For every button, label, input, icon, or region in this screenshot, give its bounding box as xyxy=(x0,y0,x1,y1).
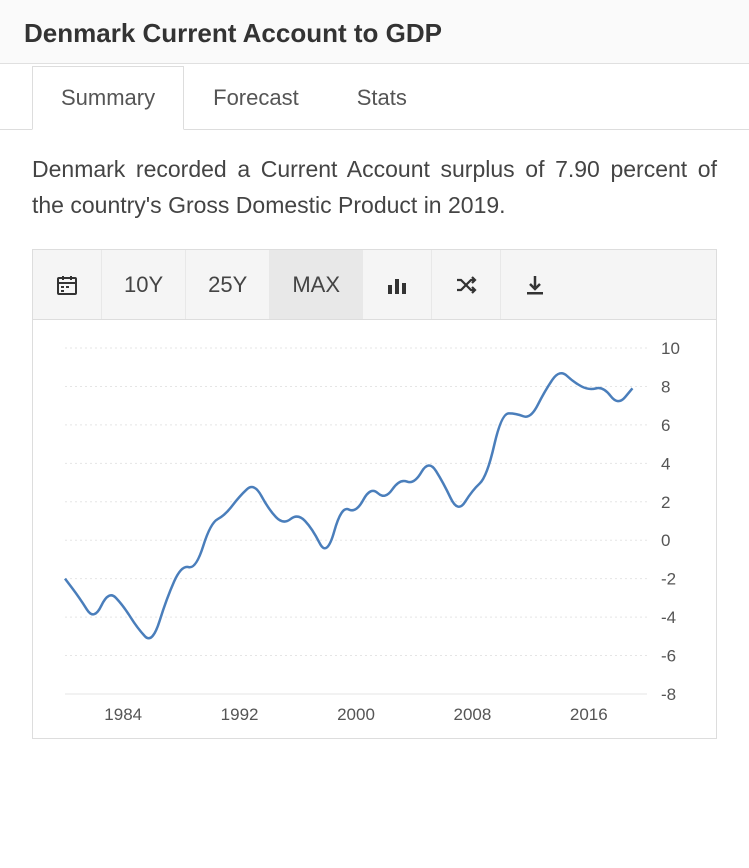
calendar-icon xyxy=(55,273,79,297)
y-tick-label: -4 xyxy=(661,608,676,627)
chart-card: 10Y 25Y MAX -8-6-4- xyxy=(32,249,717,739)
bar-chart-icon xyxy=(385,273,409,297)
y-tick-label: -8 xyxy=(661,685,676,704)
compare-button[interactable] xyxy=(432,250,501,319)
chart-type-button[interactable] xyxy=(363,250,432,319)
tab-forecast[interactable]: Forecast xyxy=(184,66,328,130)
summary-description: Denmark recorded a Current Account surpl… xyxy=(0,130,749,241)
y-tick-label: 8 xyxy=(661,378,670,397)
page-title: Denmark Current Account to GDP xyxy=(24,18,725,49)
range-10y-button[interactable]: 10Y xyxy=(102,250,186,319)
y-tick-label: 0 xyxy=(661,532,670,551)
range-25y-button[interactable]: 25Y xyxy=(186,250,270,319)
line-chart: -8 -6 -4 -2 0 2 4 6 8 10 1984 1992 2000 2008 2016 xyxy=(47,334,707,734)
y-tick-label: 6 xyxy=(661,416,670,435)
range-max-button[interactable]: MAX xyxy=(270,250,363,319)
x-tick-label: 2016 xyxy=(570,705,608,724)
chart-body: -8 -6 -4 -2 0 2 4 6 8 10 1984 1992 2000 2008 2016 xyxy=(33,320,716,738)
tab-summary[interactable]: Summary xyxy=(32,66,184,130)
shuffle-icon xyxy=(454,273,478,297)
series-line xyxy=(65,374,632,639)
y-tick-label: 2 xyxy=(661,493,670,512)
date-picker-button[interactable] xyxy=(33,250,102,319)
y-tick-label: -2 xyxy=(661,570,676,589)
y-tick-label: 10 xyxy=(661,339,680,358)
download-icon xyxy=(523,273,547,297)
x-tick-label: 1984 xyxy=(104,705,142,724)
x-tick-label: 2000 xyxy=(337,705,375,724)
y-tick-label: -6 xyxy=(661,647,676,666)
tabs-bar: Summary Forecast Stats xyxy=(0,65,749,130)
download-button[interactable] xyxy=(501,250,569,319)
chart-toolbar: 10Y 25Y MAX xyxy=(33,250,716,320)
tab-stats[interactable]: Stats xyxy=(328,66,436,130)
x-tick-label: 1992 xyxy=(221,705,259,724)
x-tick-label: 2008 xyxy=(453,705,491,724)
y-tick-label: 4 xyxy=(661,455,670,474)
page-header: Denmark Current Account to GDP xyxy=(0,0,749,64)
